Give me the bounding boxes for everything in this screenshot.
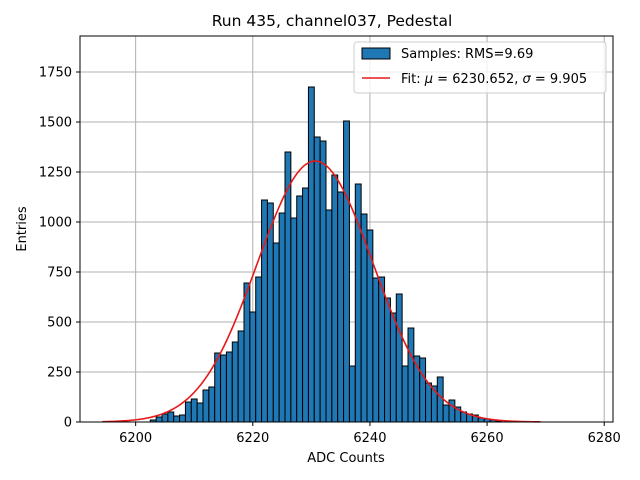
histogram-bar [307, 86, 315, 423]
histogram-bar [407, 327, 415, 423]
y-tick-label: 500 [47, 316, 72, 331]
y-tick-label: 0 [64, 416, 72, 431]
histogram-bar [448, 399, 456, 423]
histogram-bar [419, 357, 427, 423]
histogram-bar [389, 312, 397, 423]
histogram-bar [343, 120, 350, 423]
chart-title: Run 435, channel037, Pedestal [212, 12, 453, 30]
histogram-bar [220, 354, 227, 423]
legend-fit-end: = 9.905 [531, 72, 587, 87]
histogram-bar [237, 330, 245, 423]
histogram-bar [395, 293, 403, 423]
y-tick-label: 1500 [39, 116, 72, 131]
histogram-bar [161, 413, 169, 423]
histogram-bar [202, 389, 210, 423]
x-tick-label: 6240 [353, 431, 386, 446]
histogram-bar [173, 415, 181, 423]
histogram-bar [179, 414, 186, 423]
legend-sigma-symbol: σ [523, 72, 532, 87]
y-tick-label: 750 [47, 266, 72, 281]
legend: Samples: RMS=9.69 Fit: μ = 6230.652, σ =… [353, 41, 607, 94]
histogram-bar [436, 376, 444, 423]
histogram-bar [278, 212, 286, 423]
legend-samples-swatch [361, 47, 391, 60]
histogram-bar [378, 276, 386, 423]
histogram-bar [331, 174, 339, 423]
histogram-bar [372, 277, 380, 423]
histogram-bar [325, 209, 333, 423]
histogram-bar [313, 136, 321, 423]
legend-mu-symbol: μ [424, 72, 433, 87]
histogram-bar [249, 311, 257, 423]
legend-box [353, 41, 607, 94]
x-tick-label: 6220 [236, 431, 269, 446]
x-tick-label: 6280 [588, 431, 621, 446]
legend-fit-label: Fit: μ = 6230.652, σ = 9.905 [401, 72, 587, 87]
histogram-bar [319, 140, 327, 423]
x-axis-label: ADC Counts [307, 451, 385, 466]
histogram-bar [261, 199, 268, 423]
histogram-bar [337, 191, 345, 423]
histogram-bar [296, 195, 304, 423]
histogram-bar [184, 401, 192, 423]
histogram-bar [243, 282, 251, 423]
y-tick-label: 250 [47, 366, 72, 381]
histogram-bar [190, 398, 198, 423]
plot-frame [79, 35, 614, 423]
legend-fit-prefix: Fit: [401, 72, 425, 87]
histogram-bar [272, 242, 280, 423]
histogram-bar [196, 402, 204, 423]
histogram-bar [384, 297, 391, 423]
histogram-bar [155, 416, 163, 423]
axis-ticks: 6200 6220 6240 6260 6280 0 250 500 750 1000 1250 15… [39, 66, 621, 447]
y-tick-label: 1250 [39, 166, 72, 181]
histogram-bar [231, 341, 239, 423]
x-tick-label: 6260 [471, 431, 504, 446]
y-axis-label: Entries [15, 206, 30, 252]
legend-fit-mid: = 6230.652, [433, 72, 522, 87]
y-tick-label: 1000 [39, 216, 72, 231]
histogram-bar [208, 386, 216, 423]
legend-samples-label: Samples: RMS=9.69 [401, 47, 533, 62]
histogram-bar [167, 411, 175, 423]
histogram-bar [225, 351, 233, 423]
histogram-bars [149, 86, 503, 423]
histogram-bar [290, 217, 298, 423]
gaussian-fit-line [102, 160, 541, 423]
x-tick-label: 6200 [119, 431, 152, 446]
histogram-bar [425, 382, 432, 423]
histogram-bar [255, 276, 263, 423]
histogram-bar [401, 365, 409, 423]
histogram-bar [302, 187, 309, 423]
histogram-bar [348, 365, 356, 423]
y-tick-label: 1750 [39, 66, 72, 81]
histogram-bar [442, 404, 450, 423]
